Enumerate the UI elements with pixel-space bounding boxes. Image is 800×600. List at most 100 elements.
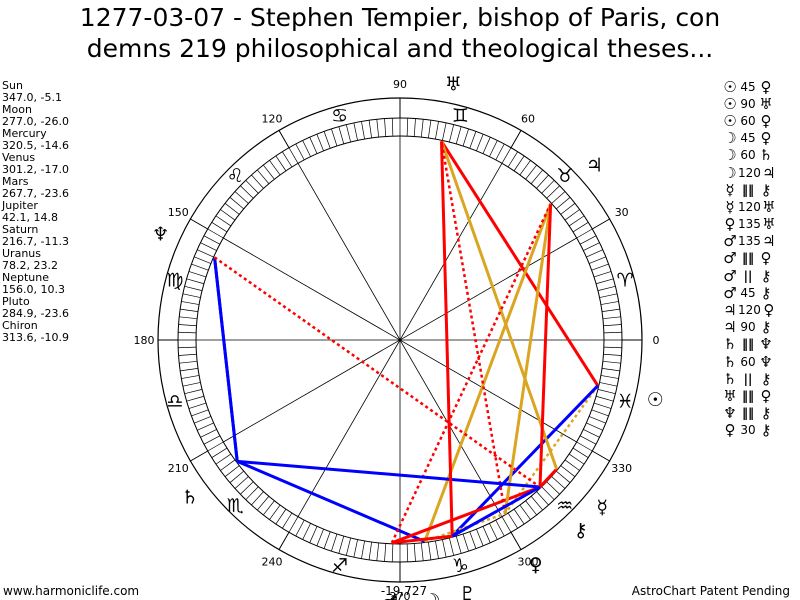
degree-label: 210 (168, 462, 189, 475)
aspect-row: ♆ ‖‖ ⚷ (722, 405, 798, 422)
aspect-row: ☉ 90 ♅ (722, 95, 798, 112)
zodiac-virgo-glyph: ♍ (166, 270, 183, 292)
aspect-symbol: ‖‖ (742, 182, 754, 197)
saturn-glyph: ♄ (723, 335, 737, 354)
zodiac-aries-glyph: ♈ (617, 270, 634, 292)
mercury-glyph: ☿ (725, 180, 735, 199)
planet-coords-neptune: 156.0, 10.3 (2, 283, 65, 296)
degree-label: 330 (611, 462, 632, 475)
chiron-glyph: ⚷ (760, 404, 772, 423)
planet-name-sun: Sun (2, 79, 23, 92)
uranus-glyph: ♅ (762, 215, 776, 234)
aspect-row: ♂ ‖‖ ♀ (722, 250, 798, 267)
mars-glyph: ♂ (723, 283, 737, 302)
zodiac-pisces-glyph: ♓ (617, 390, 634, 412)
aspect-row: ♀ 30 ⚷ (722, 422, 798, 439)
chiron-glyph: ⚷ (760, 318, 772, 337)
aspect-line-mars-jupiter (390, 203, 552, 544)
sign-divider (592, 218, 610, 230)
venus-planet-glyph: ♀ (529, 554, 543, 576)
planet-coords-chiron: 313.6, -10.9 (2, 331, 69, 344)
aspect-symbol: ‖‖ (742, 251, 754, 266)
sun-glyph: ☉ (723, 111, 737, 130)
sun-glyph: ☉ (723, 77, 737, 96)
degree-label: 150 (168, 206, 189, 219)
aspect-row: ♄ ‖‖ ♆ (722, 336, 798, 353)
zodiac-taurus-glyph: ♉ (556, 165, 573, 187)
aspect-row: ♅ ‖‖ ♀ (722, 387, 798, 404)
chart-title: 1277-03-07 - Stephen Tempier, bishop of … (0, 2, 800, 64)
sign-divider (592, 450, 610, 462)
degree-label: 180 (134, 334, 155, 347)
aspect-row: ☽ 60 ♄ (722, 147, 798, 164)
pluto-planet-glyph: ♇ (459, 583, 476, 600)
aspect-row: ♀ 135 ♅ (722, 216, 798, 233)
aspect-row: ☉ 45 ♀ (722, 78, 798, 95)
neptune-planet-glyph: ♆ (152, 223, 169, 245)
mars-planet-glyph: ♂ (381, 592, 398, 600)
moon-glyph: ☽ (723, 163, 737, 182)
aspect-row: ♃ 120 ♀ (722, 301, 798, 318)
sign-divider (278, 130, 290, 148)
pluto-glyph: ♀ (724, 421, 736, 440)
degree-label: 240 (262, 556, 283, 569)
aspect-symbol: 45 (740, 131, 756, 146)
aspect-line-jupiter-venus (503, 203, 553, 514)
degree-label: 60 (521, 112, 535, 125)
website-link[interactable]: www.harmoniclife.com (3, 584, 140, 598)
jupiter-glyph: ♃ (723, 301, 737, 320)
aspect-row: ♂ 135 ♃ (722, 233, 798, 250)
planet-name-moon: Moon (2, 103, 32, 116)
chiron-glyph: ⚷ (760, 283, 772, 302)
aspect-symbol: 120 (738, 303, 761, 318)
chiron-planet-glyph: ⚷ (574, 520, 588, 542)
planet-name-chiron: Chiron (2, 319, 38, 332)
aspect-row: ☿ ‖‖ ⚷ (722, 181, 798, 198)
aspect-line-mars-pluto (391, 534, 453, 545)
aspect-line-moon-saturn (236, 459, 426, 543)
aspect-symbol: ‖‖ (742, 337, 754, 352)
aspect-symbol: 45 (740, 79, 756, 94)
aspect-symbol: 60 (740, 354, 756, 369)
pluto-glyph: ♀ (760, 386, 772, 405)
chiron-glyph: ⚷ (760, 421, 772, 440)
sun-glyph: ☉ (723, 94, 737, 113)
sign-divider (190, 218, 208, 230)
aspect-row: ☽ 120 ♃ (722, 164, 798, 181)
neptune-glyph: ♆ (759, 335, 773, 354)
aspect-line-mars-chiron (391, 485, 541, 545)
chiron-glyph: ⚷ (760, 180, 772, 199)
uranus-planet-glyph: ♅ (445, 74, 462, 96)
pluto-glyph: ♀ (760, 111, 772, 130)
uranus-glyph: ♅ (762, 197, 776, 216)
sign-divider (510, 130, 522, 148)
zodiac-gemini-glyph: ♊ (452, 105, 469, 127)
jupiter-planet-glyph: ♃ (586, 154, 603, 176)
degree-label: 300 (518, 556, 539, 569)
zodiac-libra-glyph: ♎ (166, 390, 183, 412)
degree-ticks (178, 118, 622, 562)
aspect-line-moon-jupiter (423, 203, 553, 543)
aspect-legend: ☉ 45 ♀ ☉ 90 ♅ ☉ 60 ♀ ☽ 45 ♀ ☽ 60 ♄ ☽ 120 ♃ ☿ ‖‖ ⚷ ☿ 120 ♅ ♀ 135 ♅ ♂… (722, 78, 798, 439)
aspect-symbol: 120 (738, 165, 761, 180)
degree-label: 0 (653, 334, 660, 347)
zodiac-cancer-glyph: ♋ (331, 105, 348, 127)
zodiac-scorpio-glyph: ♏ (227, 495, 244, 517)
aspect-line-uranus-pluto (440, 141, 454, 537)
mars-glyph: ♂ (723, 249, 737, 268)
aspect-line-sun-venus (504, 384, 599, 515)
aspect-symbol: 90 (740, 96, 756, 111)
aspect-row: ☿ 120 ♅ (722, 198, 798, 215)
venus-glyph: ♀ (760, 77, 772, 96)
aspect-symbol: 45 (740, 285, 756, 300)
zodiac-sagittarius-glyph: ♐ (331, 555, 348, 577)
planet-coords-moon: 277.0, -26.0 (2, 115, 69, 128)
moon-planet-glyph: ☽ (423, 590, 440, 600)
aspect-line-mercury-chiron (538, 468, 558, 489)
aspect-symbol: 60 (740, 113, 756, 128)
planet-name-saturn: Saturn (2, 223, 39, 236)
jupiter-glyph: ♃ (762, 163, 776, 182)
planet-name-mercury: Mercury (2, 127, 47, 140)
sign-divider (190, 450, 208, 462)
planet-name-uranus: Uranus (2, 247, 41, 260)
